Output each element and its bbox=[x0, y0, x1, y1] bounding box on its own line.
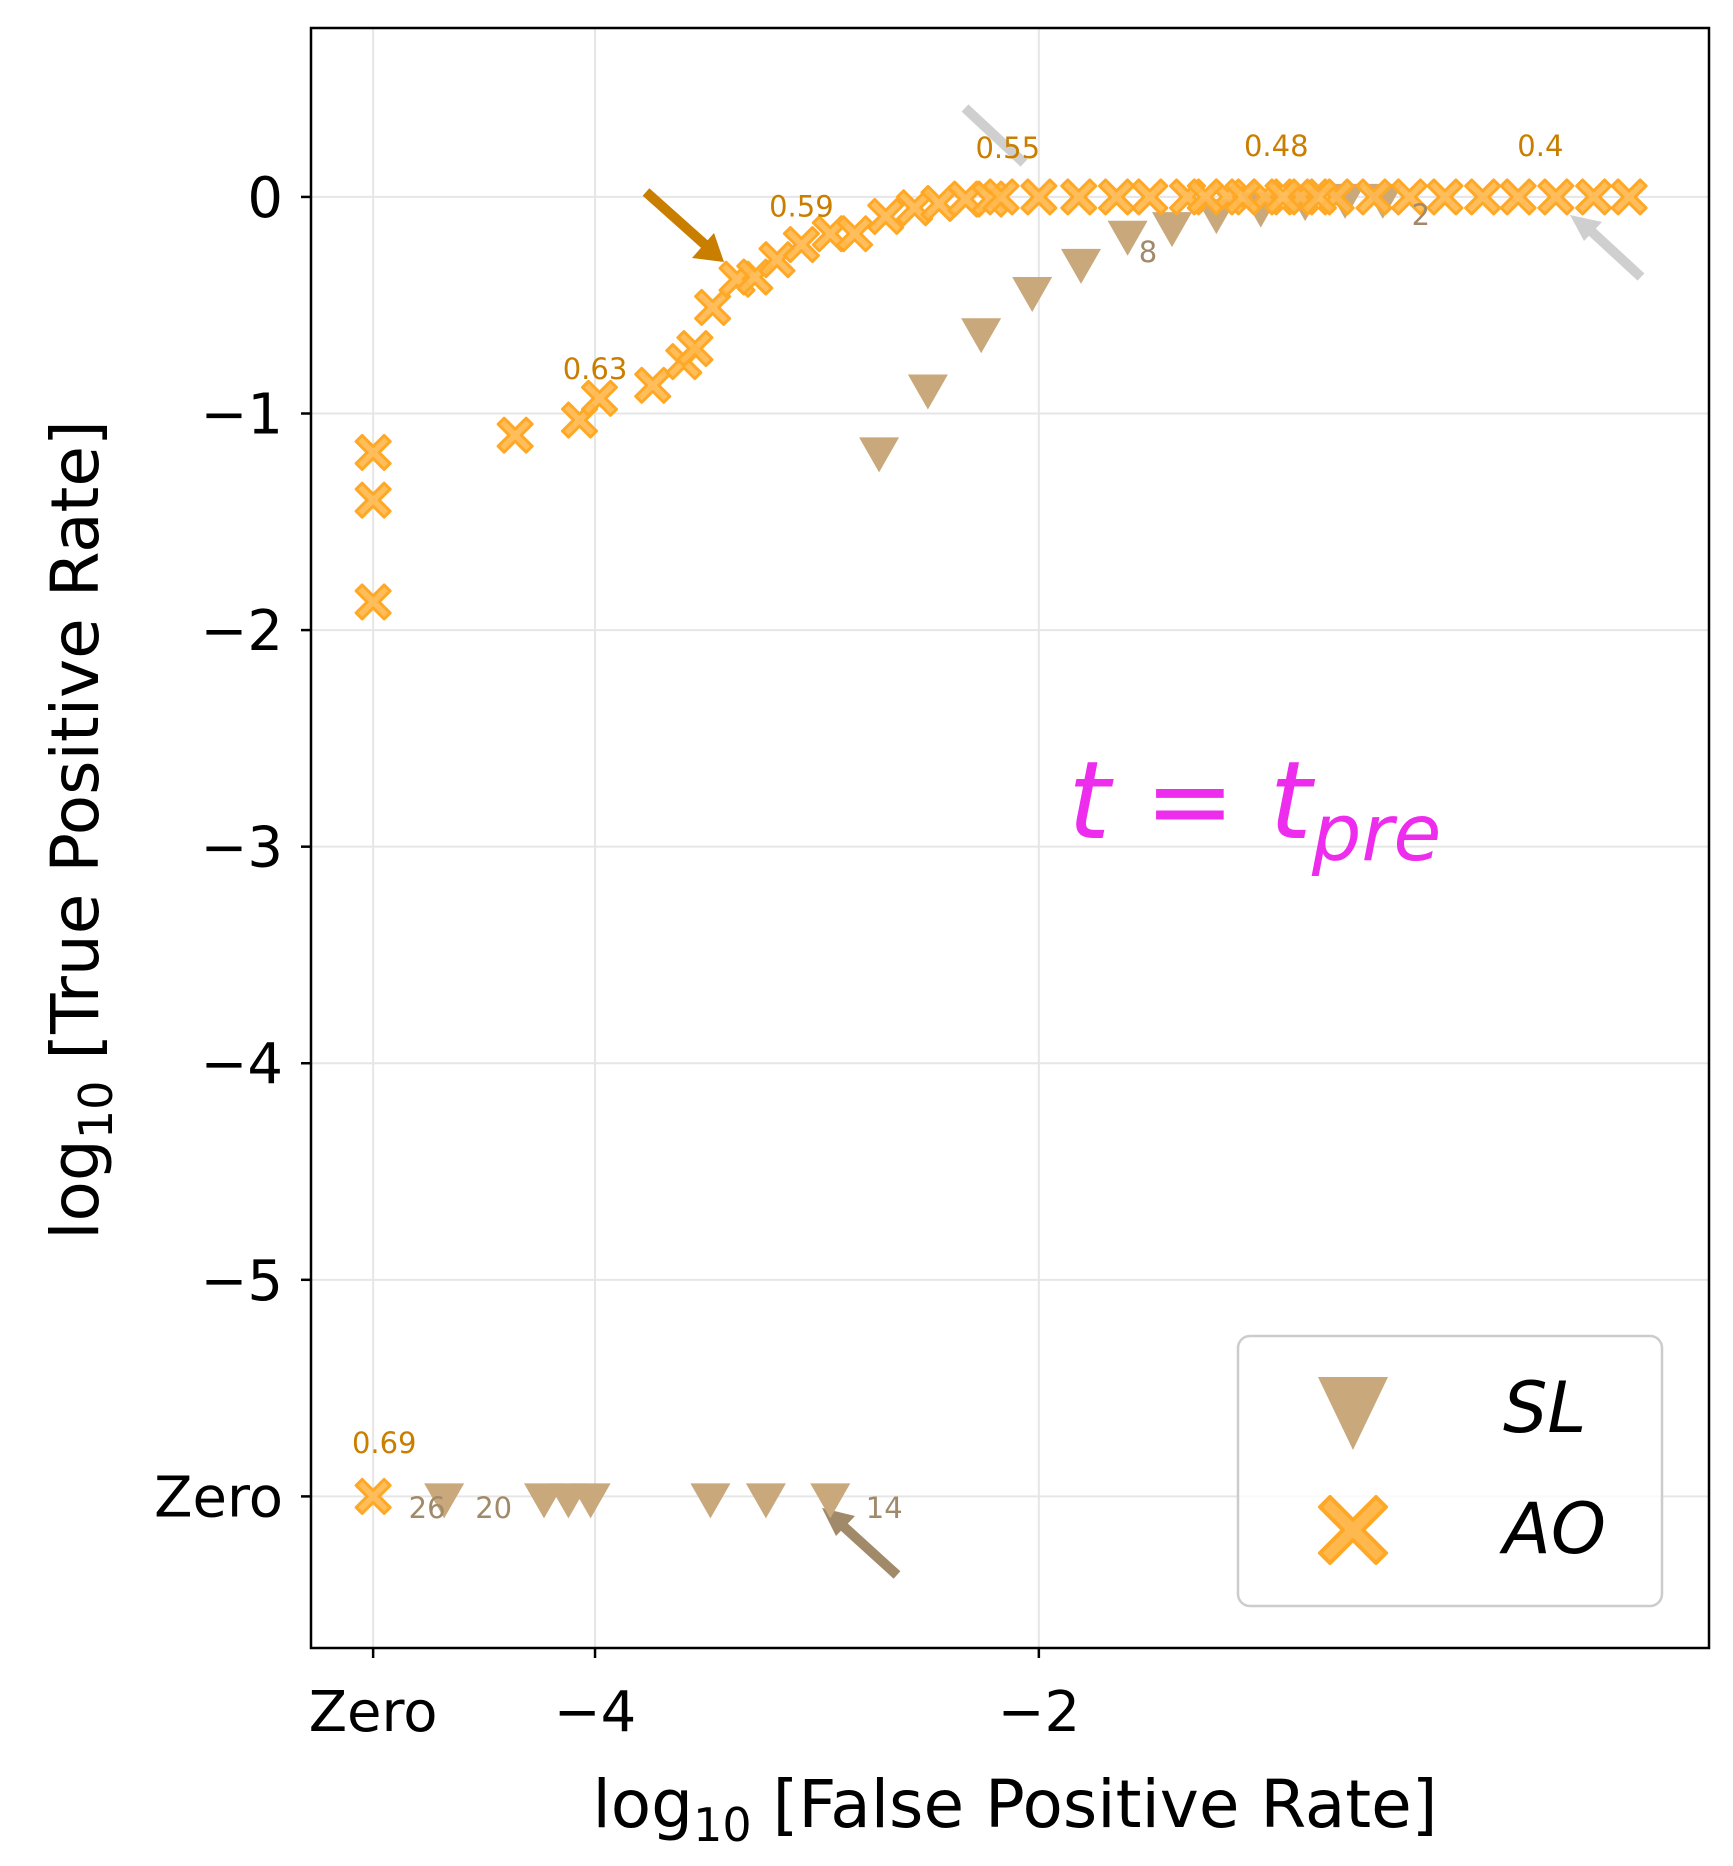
ao-point bbox=[1610, 178, 1648, 216]
ao-point bbox=[1060, 178, 1098, 216]
y-tick-label: Zero bbox=[154, 1465, 283, 1530]
sl-count-label: 26 bbox=[409, 1491, 446, 1525]
ao-point bbox=[982, 178, 1020, 216]
ao-point bbox=[580, 379, 618, 417]
ao-point bbox=[1186, 178, 1224, 216]
sl-point bbox=[810, 1483, 851, 1519]
x-tick-label: −2 bbox=[998, 1680, 1081, 1745]
x-axis-title: log10 [False Positive Rate] bbox=[592, 1766, 1437, 1852]
sl-point bbox=[1012, 277, 1053, 313]
sl-point bbox=[690, 1483, 731, 1519]
legend-ao-label: AO bbox=[1499, 1488, 1606, 1570]
sl-point bbox=[961, 318, 1002, 354]
ao-point bbox=[1131, 178, 1169, 216]
ao-point bbox=[354, 583, 392, 621]
ao-point bbox=[676, 330, 714, 368]
data-points bbox=[354, 178, 1648, 1519]
point-labels: 0.69 0.63 0.59 0.55 0.48 0.4 26 20 14 8 2 bbox=[352, 129, 1563, 1525]
sl-point bbox=[859, 437, 900, 473]
ao-point bbox=[1464, 178, 1502, 216]
y-tick-label: −1 bbox=[200, 383, 283, 448]
ao-point bbox=[1499, 178, 1537, 216]
axis-ticks: Zero −4 −2 0 −1 −2 −3 −4 −5 Zero bbox=[154, 166, 1080, 1745]
arrow-gray-top bbox=[961, 104, 1028, 167]
x-tick-label: −4 bbox=[554, 1680, 637, 1745]
ao-threshold-label: 0.63 bbox=[563, 352, 628, 386]
sl-count-label: 14 bbox=[866, 1491, 903, 1525]
ao-threshold-label: 0.48 bbox=[1244, 129, 1309, 163]
ao-point bbox=[354, 433, 392, 471]
arrow-sl-brown bbox=[838, 1521, 901, 1579]
ao-threshold-label: 0.4 bbox=[1517, 129, 1563, 163]
ao-point bbox=[1537, 178, 1575, 216]
sl-count-label: 2 bbox=[1412, 198, 1430, 232]
ao-threshold-label: 0.69 bbox=[352, 1426, 417, 1460]
ao-point bbox=[694, 288, 732, 326]
annotation-arrows bbox=[642, 104, 1645, 1579]
y-tick-label: −4 bbox=[200, 1032, 283, 1097]
y-tick-label: −3 bbox=[200, 816, 283, 881]
ao-point bbox=[1299, 178, 1337, 216]
sl-count-label: 20 bbox=[475, 1491, 512, 1525]
ao-threshold-label: 0.55 bbox=[975, 131, 1040, 165]
ao-point bbox=[1020, 178, 1058, 216]
legend-sl-marker bbox=[1318, 1377, 1388, 1450]
x-tick-label: Zero bbox=[309, 1680, 438, 1745]
y-tick-label: −5 bbox=[200, 1249, 283, 1314]
y-tick-label: 0 bbox=[247, 166, 283, 231]
ao-point bbox=[1355, 178, 1393, 216]
sl-point bbox=[570, 1483, 611, 1519]
time-annotation: t = tpre bbox=[1068, 739, 1441, 879]
ao-point bbox=[1426, 178, 1464, 216]
ao-point bbox=[1575, 178, 1613, 216]
arrow-ao-orange bbox=[642, 188, 715, 254]
y-tick-label: −2 bbox=[200, 599, 283, 664]
sl-count-label: 8 bbox=[1139, 235, 1157, 269]
ao-point bbox=[867, 197, 905, 235]
ao-point bbox=[354, 1477, 392, 1515]
plot-frame bbox=[309, 26, 1711, 1650]
sl-point bbox=[745, 1483, 786, 1519]
ao-point bbox=[496, 416, 534, 454]
legend-ao-marker bbox=[1318, 1495, 1388, 1565]
sl-point bbox=[1107, 220, 1148, 256]
ao-point bbox=[1390, 178, 1428, 216]
ao-threshold-label: 0.59 bbox=[769, 189, 834, 223]
sl-point bbox=[1151, 212, 1192, 248]
ao-point bbox=[354, 481, 392, 519]
arrow-gray-right-head bbox=[1570, 215, 1602, 241]
legend-sl-label: SL bbox=[1503, 1367, 1586, 1449]
ao-point bbox=[836, 215, 874, 253]
sl-point bbox=[1061, 248, 1102, 284]
ao-point bbox=[634, 366, 672, 404]
arrow-ao-orange-head bbox=[692, 233, 724, 262]
arrow-gray-right bbox=[1586, 226, 1645, 281]
ao-point bbox=[782, 226, 820, 264]
ao-point bbox=[758, 241, 796, 279]
legend: SL AO bbox=[1236, 1334, 1664, 1608]
sl-point bbox=[907, 374, 948, 410]
y-axis-title: log10 [True Positive Rate] bbox=[37, 420, 123, 1240]
ao-point bbox=[1264, 178, 1302, 216]
ao-point bbox=[1224, 178, 1262, 216]
sl-point bbox=[424, 1483, 465, 1519]
